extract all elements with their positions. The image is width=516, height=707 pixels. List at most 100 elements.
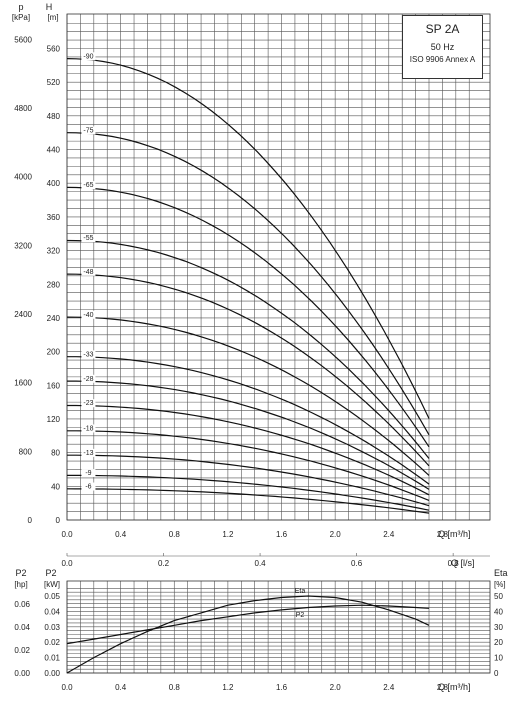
p-tick-label: 1600 xyxy=(14,379,32,388)
head-curve-series xyxy=(67,404,430,496)
series-label-bg xyxy=(81,399,96,408)
h-tick-label: 0 xyxy=(56,516,61,525)
head-curve-label: -13 xyxy=(83,450,93,457)
q-ls-tick-label: 0.0 xyxy=(61,559,73,568)
p-tick-label: 4000 xyxy=(14,173,32,182)
h-tick-label: 160 xyxy=(47,381,61,390)
power-q-tick-label: 1.2 xyxy=(222,683,234,692)
h-tick-label: 480 xyxy=(47,112,61,121)
p2-kw-axis-label: P2 xyxy=(45,568,56,578)
q-m3h-tick-label: 0.8 xyxy=(169,530,181,539)
q-m3h-tick-label: 1.6 xyxy=(276,530,288,539)
head-curve-series xyxy=(67,454,430,507)
series-label-bg xyxy=(81,52,96,61)
power-q-tick-label: 1.6 xyxy=(276,683,288,692)
series-label-bg xyxy=(81,181,96,190)
p-unit-label: [kPa] xyxy=(12,13,30,22)
eta-tick-label: 40 xyxy=(494,607,503,616)
h-tick-label: 560 xyxy=(47,45,61,54)
head-curve-label: -6 xyxy=(85,484,91,491)
series-label-bg xyxy=(81,374,96,383)
p-tick-label: 5600 xyxy=(14,35,32,44)
q-ls-axis-label: Q [l/s] xyxy=(451,558,475,568)
p2-kw-tick-label: 0.00 xyxy=(44,669,60,678)
power-q-tick-label: 2.8 xyxy=(437,683,449,692)
head-frame xyxy=(66,13,491,521)
head-curve-series xyxy=(67,380,430,490)
series-label-bg xyxy=(81,126,96,135)
head-curve-series xyxy=(66,316,430,476)
series-label-bg xyxy=(81,482,96,491)
series-label-bg xyxy=(81,448,96,457)
head-curve-label: -33 xyxy=(83,351,93,358)
head-curve-series xyxy=(66,132,430,436)
series-label-bg xyxy=(81,267,96,276)
head-curve-series xyxy=(67,430,430,501)
eta-curve-label: Eta xyxy=(295,588,306,595)
h-tick-label: 240 xyxy=(47,314,61,323)
head-curve-series xyxy=(66,186,430,448)
head-curve-label: -18 xyxy=(83,425,93,432)
head-curve-label: -28 xyxy=(83,376,93,383)
series-label-bg xyxy=(81,469,96,478)
q-m3h-tick-label: 0.0 xyxy=(61,530,73,539)
head-curve-label: -55 xyxy=(83,235,93,242)
p-tick-label: 2400 xyxy=(14,310,32,319)
q-ls-tick-label: 0.8 xyxy=(448,559,460,568)
q-ls-tick-label: 0.2 xyxy=(158,559,170,568)
p2-hp-tick-label: 0.02 xyxy=(14,646,30,655)
q-m3h-tick-label: 2.4 xyxy=(383,530,395,539)
series-label-bg xyxy=(81,424,96,433)
head-curve-series xyxy=(66,58,430,419)
p2-hp-tick-label: 0.06 xyxy=(14,600,30,609)
power-q-tick-label: 2.4 xyxy=(383,683,395,692)
h-tick-label: 120 xyxy=(47,415,61,424)
h-tick-label: 440 xyxy=(47,146,61,155)
eta-tick-label: 20 xyxy=(494,638,503,647)
p2-kw-tick-label: 0.01 xyxy=(44,654,60,663)
series-label-bg xyxy=(81,310,96,319)
power-frame xyxy=(66,580,491,674)
h-tick-label: 200 xyxy=(47,348,61,357)
p2-hp-tick-label: 0.00 xyxy=(14,669,30,678)
q-m3h-tick-label: 0.4 xyxy=(115,530,127,539)
q-m3h-tick-label: 2.0 xyxy=(330,530,342,539)
h-tick-label: 40 xyxy=(51,482,60,491)
p2-kw-unit-label: [kW] xyxy=(44,580,60,589)
eta-axis-label: Eta xyxy=(494,568,508,578)
eta-tick-label: 0 xyxy=(494,669,499,678)
head-curve-label: -90 xyxy=(83,53,93,60)
series-label-bg xyxy=(81,234,96,243)
head-curve-series xyxy=(67,474,430,511)
head-curve-label: -9 xyxy=(85,470,91,477)
h-unit-label: [m] xyxy=(47,13,58,22)
p2-hp-axis-label: P2 xyxy=(15,568,26,578)
power-q-tick-label: 2.0 xyxy=(330,683,342,692)
head-curve-label: -48 xyxy=(83,269,93,276)
p2-kw-tick-label: 0.02 xyxy=(44,638,60,647)
power-q-axis-label: Q [m³/h] xyxy=(438,682,471,692)
p-axis-label: p xyxy=(18,2,23,12)
p2-kw-tick-label: 0.04 xyxy=(44,607,60,616)
p-tick-label: 800 xyxy=(19,447,33,456)
q-m3h-tick-label: 1.2 xyxy=(222,530,234,539)
power-grid xyxy=(66,581,490,674)
h-tick-label: 80 xyxy=(51,449,60,458)
h-tick-label: 280 xyxy=(47,280,61,289)
head-curve-label: -65 xyxy=(83,182,93,189)
power-curve-series xyxy=(66,604,430,645)
head-grid xyxy=(66,14,490,521)
p-tick-label: 4800 xyxy=(14,104,32,113)
standard-label: ISO 9906 Annex A xyxy=(409,55,476,64)
p2-hp-unit-label: [hp] xyxy=(14,580,27,589)
p2-hp-tick-label: 0.04 xyxy=(14,623,30,632)
eta-unit-label: [%] xyxy=(494,580,506,589)
p2-kw-tick-label: 0.03 xyxy=(44,623,60,632)
q-m3h-axis-label: Q [m³/h] xyxy=(438,529,471,539)
eta-tick-label: 10 xyxy=(494,654,503,663)
h-tick-label: 360 xyxy=(47,213,61,222)
p-tick-label: 0 xyxy=(28,516,33,525)
p2-kw-tick-label: 0.05 xyxy=(44,592,60,601)
